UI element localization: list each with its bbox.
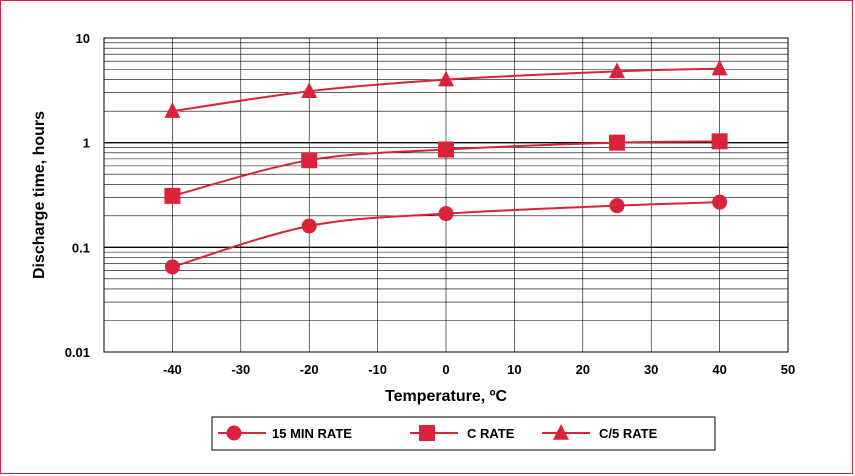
plot-area — [103, 37, 789, 353]
series-circle — [164, 194, 728, 275]
data-point-square — [609, 134, 625, 151]
x-axis-title: Temperature, ºC — [385, 388, 507, 405]
data-point-circle — [712, 194, 728, 210]
x-tick-label: 0 — [442, 362, 449, 377]
data-point-square — [438, 141, 454, 158]
series-group — [164, 59, 728, 275]
data-point-square — [164, 187, 181, 204]
data-point-triangle — [301, 82, 318, 98]
legend-item: C/5 RATE — [542, 424, 658, 441]
data-point-triangle — [164, 102, 181, 118]
data-point-circle — [164, 259, 180, 275]
data-point-circle — [301, 218, 317, 234]
x-tick-label: 20 — [576, 362, 590, 377]
data-point-circle — [609, 198, 625, 214]
y-tick-label: 0.1 — [72, 240, 90, 255]
data-point-square — [711, 133, 728, 150]
x-tick-label: -20 — [300, 362, 319, 377]
x-tick-label: -30 — [231, 362, 250, 377]
x-axis-ticks: -40 -30 -20 -10 0 10 20 30 40 50 — [163, 362, 795, 377]
legend-marker-square — [419, 425, 435, 441]
data-point-triangle — [438, 70, 454, 87]
legend: 15 MIN RATE C RATE C/5 RATE — [211, 416, 716, 451]
x-tick-label: 50 — [781, 362, 795, 377]
series-square — [164, 133, 728, 204]
y-tick-label: 1 — [83, 136, 90, 151]
x-tick-label: 30 — [644, 362, 658, 377]
legend-label: C/5 RATE — [599, 426, 658, 441]
data-point-square — [301, 152, 318, 169]
y-tick-label: 10 — [76, 31, 90, 46]
legend-label: 15 MIN RATE — [272, 426, 352, 441]
x-tick-label: 40 — [712, 362, 726, 377]
data-point-triangle — [711, 59, 728, 76]
series-triangle — [164, 59, 728, 118]
data-point-circle — [438, 206, 454, 222]
legend-marker-triangle — [553, 424, 569, 440]
x-tick-label: -10 — [368, 362, 387, 377]
data-point-triangle — [609, 62, 625, 79]
legend-marker-circle — [226, 425, 242, 441]
legend-item: C RATE — [410, 425, 515, 441]
legend-label: C RATE — [467, 426, 515, 441]
y-axis-title: Discharge time, hours — [31, 111, 48, 279]
x-tick-label: -40 — [163, 362, 182, 377]
y-tick-label: 0.01 — [65, 345, 90, 360]
legend-box — [211, 416, 716, 451]
y-axis-ticks: 10 1 0.1 0.01 — [65, 31, 90, 360]
x-tick-label: 10 — [507, 362, 521, 377]
legend-item: 15 MIN RATE — [218, 425, 352, 441]
